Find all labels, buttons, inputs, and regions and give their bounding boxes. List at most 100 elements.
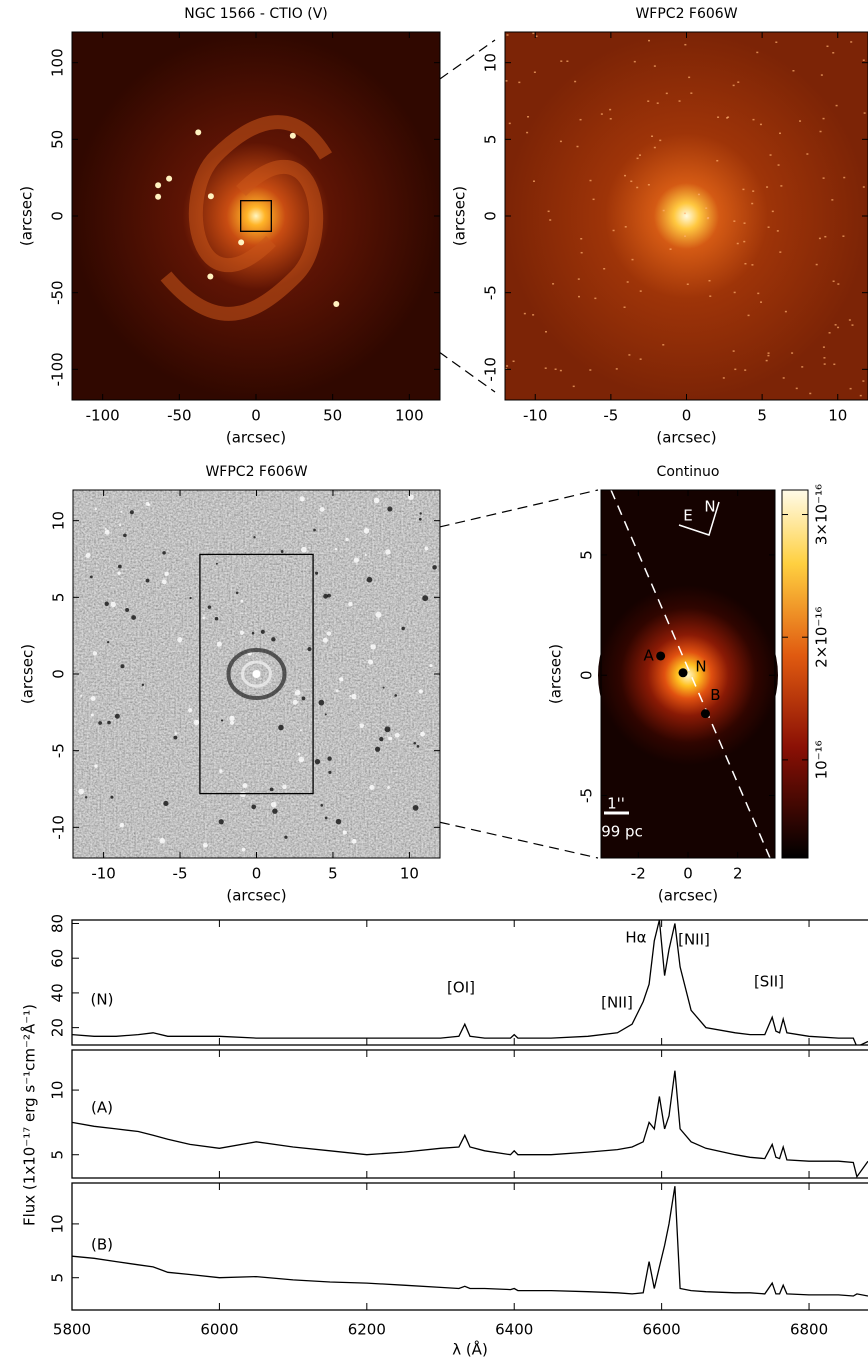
speck <box>594 297 597 300</box>
speck <box>744 262 747 265</box>
speck <box>832 280 835 283</box>
series-label: (N) <box>91 991 114 1009</box>
speck <box>779 132 782 135</box>
y-tick-label: 5 <box>578 550 596 560</box>
speck <box>253 536 256 539</box>
x-tick-label: 100 <box>395 407 424 425</box>
speck <box>299 496 305 502</box>
speck <box>833 363 836 366</box>
speck <box>432 565 437 570</box>
speck <box>766 186 769 188</box>
x-tick-label: 6200 <box>348 1321 386 1339</box>
speck <box>697 193 700 196</box>
speck <box>792 70 795 72</box>
speck <box>207 605 212 609</box>
speck <box>298 756 305 763</box>
speck <box>301 546 307 553</box>
speck <box>747 314 750 317</box>
speck <box>707 216 710 219</box>
speck <box>708 279 711 282</box>
speck <box>777 164 780 166</box>
x-tick-label: -10 <box>523 407 548 425</box>
speck <box>809 392 812 395</box>
x-tick-label: 2 <box>733 865 743 883</box>
star <box>289 132 296 139</box>
speck <box>737 81 740 83</box>
marker-label: N <box>695 657 706 675</box>
speck <box>572 385 575 388</box>
speck <box>90 695 96 702</box>
y-tick-label: 10 <box>482 53 500 72</box>
speck <box>752 118 755 121</box>
speck <box>307 646 312 652</box>
speck <box>518 81 521 84</box>
x-tick-label: -50 <box>167 407 192 425</box>
speck <box>292 699 298 705</box>
speck <box>129 510 134 515</box>
speck <box>216 641 222 647</box>
speck <box>815 263 818 266</box>
x-tick-label: 6400 <box>495 1321 533 1339</box>
speck <box>801 366 804 368</box>
speck <box>722 377 725 379</box>
speck <box>862 186 865 188</box>
speck <box>251 804 257 810</box>
speck <box>278 724 284 731</box>
speck <box>89 575 93 579</box>
speck <box>322 637 328 643</box>
speck <box>412 804 419 811</box>
speck <box>717 116 720 118</box>
speck <box>370 644 376 650</box>
speck <box>240 599 244 603</box>
colorbar <box>781 489 809 859</box>
nucleus-glow <box>598 585 778 766</box>
speck <box>94 764 98 768</box>
speck <box>324 816 328 820</box>
speck <box>647 183 650 186</box>
speck <box>106 640 110 644</box>
panel-title: WFPC2 F606W <box>205 464 307 480</box>
speck <box>328 770 332 774</box>
line-label: Hα <box>625 929 646 947</box>
speck <box>202 842 208 848</box>
speck <box>364 553 367 557</box>
speck <box>349 694 352 698</box>
speck <box>215 562 218 565</box>
y-tick-label: 5 <box>49 1273 67 1283</box>
speck <box>239 630 245 635</box>
speck <box>835 104 838 107</box>
speck <box>779 251 782 253</box>
speck <box>609 108 612 111</box>
speck <box>837 283 840 285</box>
speck <box>626 281 629 283</box>
speck <box>592 198 595 201</box>
speck <box>104 528 107 531</box>
speck <box>843 176 846 179</box>
speck <box>407 494 414 501</box>
x-tick-label: 5 <box>328 865 338 883</box>
speck <box>609 118 612 120</box>
speck <box>653 146 656 149</box>
annotation: N <box>704 498 715 516</box>
speck <box>662 209 665 212</box>
speck <box>819 130 822 133</box>
x-tick-label: 50 <box>323 407 342 425</box>
x-tick-label: 5800 <box>53 1321 91 1339</box>
speck <box>110 601 116 608</box>
speck <box>716 159 719 162</box>
speck <box>114 713 120 719</box>
speck <box>709 295 712 297</box>
speck <box>560 60 563 62</box>
speck <box>820 74 823 76</box>
speck <box>628 354 631 356</box>
line-label: [NII] <box>601 994 633 1012</box>
x-axis-label: (arcsec) <box>658 887 718 905</box>
speck <box>743 222 746 224</box>
speck <box>119 524 122 527</box>
speck <box>648 39 651 42</box>
speck <box>636 157 639 160</box>
y-tick-label: -5 <box>482 285 500 300</box>
panel-title: NGC 1566 - CTIO (V) <box>184 6 328 22</box>
speck <box>229 720 235 725</box>
